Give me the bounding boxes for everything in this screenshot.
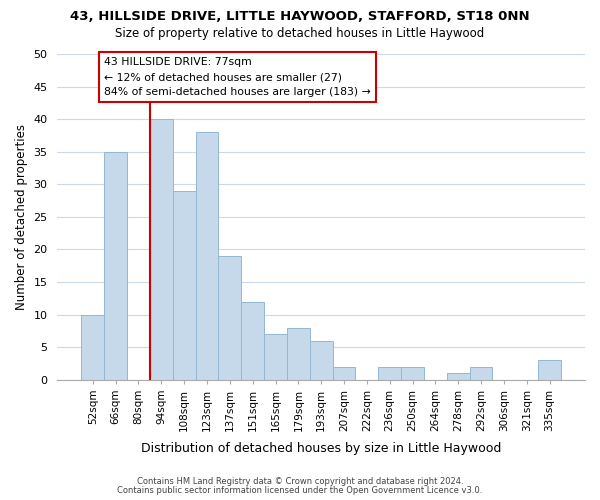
Bar: [447, 373, 470, 380]
Bar: [104, 152, 127, 380]
Bar: [310, 340, 332, 380]
Bar: [332, 366, 355, 380]
Bar: [401, 366, 424, 380]
Bar: [538, 360, 561, 380]
Bar: [470, 366, 493, 380]
Text: 43, HILLSIDE DRIVE, LITTLE HAYWOOD, STAFFORD, ST18 0NN: 43, HILLSIDE DRIVE, LITTLE HAYWOOD, STAF…: [70, 10, 530, 23]
X-axis label: Distribution of detached houses by size in Little Haywood: Distribution of detached houses by size …: [141, 442, 502, 455]
Y-axis label: Number of detached properties: Number of detached properties: [15, 124, 28, 310]
Bar: [173, 191, 196, 380]
Bar: [196, 132, 218, 380]
Text: Contains public sector information licensed under the Open Government Licence v3: Contains public sector information licen…: [118, 486, 482, 495]
Bar: [82, 314, 104, 380]
Bar: [150, 119, 173, 380]
Bar: [264, 334, 287, 380]
Text: Size of property relative to detached houses in Little Haywood: Size of property relative to detached ho…: [115, 28, 485, 40]
Bar: [241, 302, 264, 380]
Text: Contains HM Land Registry data © Crown copyright and database right 2024.: Contains HM Land Registry data © Crown c…: [137, 477, 463, 486]
Bar: [379, 366, 401, 380]
Text: 43 HILLSIDE DRIVE: 77sqm
← 12% of detached houses are smaller (27)
84% of semi-d: 43 HILLSIDE DRIVE: 77sqm ← 12% of detach…: [104, 58, 371, 97]
Bar: [287, 328, 310, 380]
Bar: [218, 256, 241, 380]
